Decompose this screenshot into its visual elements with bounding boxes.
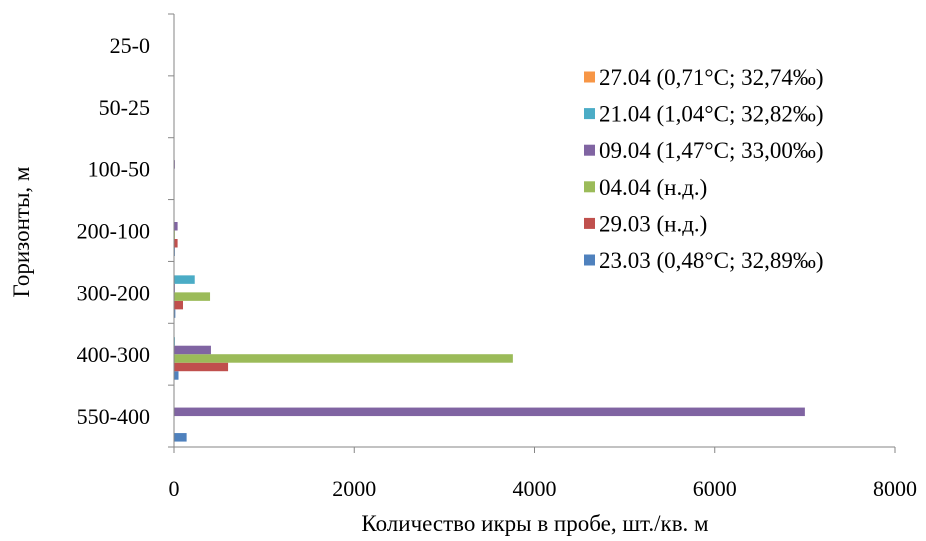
x-tick-label: 0 bbox=[169, 476, 180, 501]
y-tick-label: 400-300 bbox=[77, 342, 150, 367]
y-tick-label: 50-25 bbox=[99, 95, 150, 120]
bar-300-200-series-1 bbox=[174, 309, 176, 318]
bar-200-100-series-4 bbox=[174, 222, 178, 231]
bar-400-300-series-4 bbox=[174, 345, 211, 355]
legend-label: 04.04 (н.д.) bbox=[599, 175, 707, 200]
y-axis-ticks bbox=[168, 13, 174, 448]
x-tick-label: 8000 bbox=[873, 476, 917, 501]
y-tick-labels: 550-400 400-300 300-200 200-100 100-50 50-25 2… bbox=[77, 33, 150, 429]
legend-swatch bbox=[584, 217, 595, 229]
y-tick-label: 100-50 bbox=[88, 157, 150, 182]
bar-400-300-series-1 bbox=[174, 371, 179, 380]
legend-swatch bbox=[584, 181, 595, 193]
legend-label: 09.04 (1,47°C; 33,00‰) bbox=[599, 138, 824, 163]
bar-300-200-series-5 bbox=[174, 275, 195, 284]
bar-300-200-series-3 bbox=[174, 292, 211, 301]
bar-400-300-series-3 bbox=[174, 354, 513, 363]
x-tick-label: 4000 bbox=[513, 476, 557, 501]
x-tick-labels: 0 2000 4000 6000 8000 bbox=[169, 476, 918, 501]
bar-550-400-series-1 bbox=[174, 433, 187, 442]
bar-550-400-series-4 bbox=[174, 407, 805, 417]
y-axis-title: Горизонты, м bbox=[9, 166, 34, 297]
y-tick-label: 300-200 bbox=[77, 280, 150, 305]
y-tick-label: 550-400 bbox=[77, 404, 150, 429]
legend-swatch bbox=[584, 144, 595, 156]
legend-swatch bbox=[584, 108, 595, 120]
bar-400-300-series-2 bbox=[174, 362, 229, 372]
legend-label: 27.04 (0,71°C; 32,74‰) bbox=[599, 65, 824, 90]
x-axis-title: Количество икры в пробе, шт./кв. м bbox=[361, 511, 709, 536]
bar-200-100-series-2 bbox=[174, 239, 178, 248]
bar-300-200-series-2 bbox=[174, 300, 184, 310]
y-tick-label: 200-100 bbox=[77, 219, 150, 244]
legend-label: 21.04 (1,04°C; 32,82‰) bbox=[599, 102, 824, 127]
legend-swatch bbox=[584, 254, 595, 266]
x-axis-ticks bbox=[173, 447, 896, 453]
x-tick-label: 6000 bbox=[693, 476, 737, 501]
legend-swatch bbox=[584, 71, 595, 83]
legend-label: 29.03 (н.д.) bbox=[599, 211, 707, 236]
legend: 27.04 (0,71°C; 32,74‰) 21.04 (1,04°C; 32,… bbox=[584, 65, 824, 273]
legend-label: 23.03 (0,48°C; 32,89‰) bbox=[599, 248, 824, 273]
x-tick-label: 2000 bbox=[332, 476, 376, 501]
y-tick-label: 25-0 bbox=[110, 33, 150, 58]
